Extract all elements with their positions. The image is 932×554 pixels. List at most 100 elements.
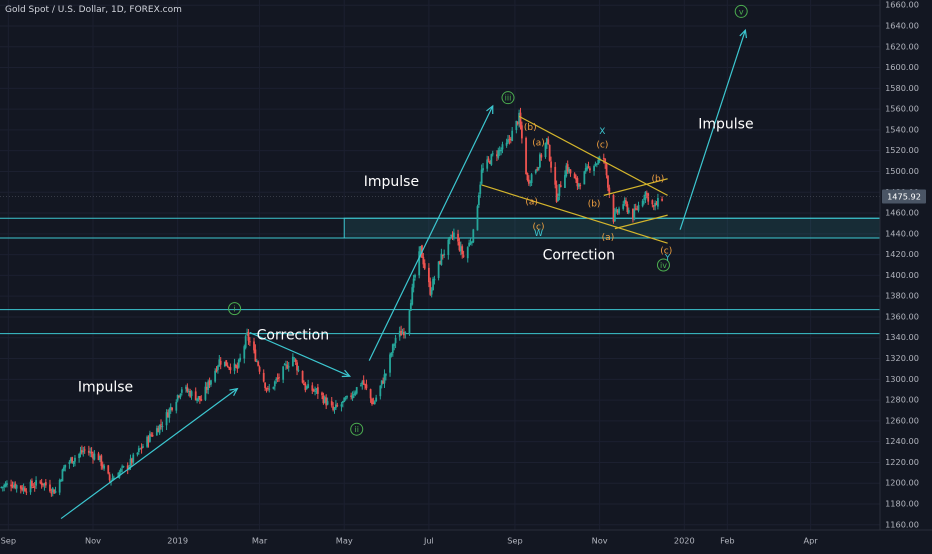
candle-body — [29, 481, 32, 493]
arrow-head — [486, 104, 494, 115]
wave-annotation-text: Correction — [543, 248, 615, 264]
candle-body — [217, 366, 219, 370]
candle-body — [62, 467, 65, 471]
candle-body — [576, 178, 579, 187]
candle-body — [458, 241, 461, 251]
candle-body — [333, 407, 336, 410]
candle-body — [32, 486, 35, 488]
arrow-head — [229, 387, 239, 397]
candle-body — [283, 364, 286, 366]
candle-body — [44, 482, 47, 486]
wave-annotation-text: Impulse — [364, 174, 419, 190]
candle-body — [344, 398, 347, 400]
candle-body — [476, 206, 479, 231]
candle-body — [196, 398, 198, 401]
time-tick-label: Nov — [592, 536, 608, 546]
symbol-title[interactable]: Gold Spot / U.S. Dollar, 1D, FOREX.com — [5, 5, 182, 15]
candle-body — [623, 199, 626, 203]
wave-annotation-text: Impulse — [78, 380, 133, 396]
price-tick-label: 1260.00 — [885, 415, 919, 425]
price-tick-label: 1440.00 — [885, 228, 919, 238]
candle-body — [168, 409, 171, 418]
candle-body — [404, 332, 407, 334]
candle-body — [602, 157, 605, 159]
candle-body — [304, 383, 307, 391]
price-tick-label: 1280.00 — [885, 395, 919, 405]
candle-body — [118, 471, 121, 478]
candle-body — [507, 139, 509, 143]
candle-body — [235, 364, 237, 367]
candle-body — [301, 370, 304, 383]
price-tick-label: 1540.00 — [885, 124, 919, 134]
wave-label-circle — [350, 422, 364, 436]
candle-body — [108, 474, 111, 481]
drawings — [0, 28, 880, 520]
candle-body — [287, 366, 290, 368]
candle-body — [58, 480, 61, 493]
candle-body — [411, 287, 414, 305]
candle-body — [336, 405, 339, 407]
candle-body — [6, 483, 8, 485]
candle-body — [636, 208, 638, 210]
candle-body — [375, 397, 378, 402]
candle-body — [401, 332, 404, 335]
candle-body — [87, 450, 90, 453]
candle-body — [278, 377, 280, 379]
time-axis[interactable]: Sep Nov 2019 Mar May Jul Sep Nov 2020 Feb Apr — [0, 529, 932, 550]
candle-body — [262, 372, 265, 382]
candle-body — [559, 185, 562, 188]
candle-body — [361, 381, 364, 385]
candle-body — [40, 482, 43, 485]
candle-body — [508, 139, 511, 141]
grid-lines — [0, 0, 880, 530]
candle-body — [178, 396, 180, 398]
candle-body — [167, 412, 169, 418]
candle-body — [303, 383, 305, 386]
candle-body — [89, 451, 92, 454]
candle-body — [72, 461, 75, 464]
price-tick-label: 1500.00 — [885, 166, 919, 176]
candle-body — [468, 242, 471, 247]
candle-body — [365, 384, 368, 389]
candle-body — [548, 145, 551, 161]
price-tick-label: 1600.00 — [885, 62, 919, 72]
candle-body — [42, 483, 44, 486]
candle-body — [189, 391, 192, 397]
candle-body — [297, 369, 300, 371]
price-axis[interactable]: 1160.00 1180.00 1200.00 1220.00 1240.00 1260.… — [879, 0, 932, 550]
candle-body — [432, 278, 434, 291]
candle-body — [457, 233, 459, 242]
wave-label: (a) — [532, 138, 545, 148]
candle-body — [332, 406, 335, 410]
candle-body — [140, 447, 143, 449]
candle-body — [477, 195, 480, 206]
candle-body — [24, 488, 26, 492]
candle-body — [157, 428, 160, 433]
candle-body — [296, 362, 298, 371]
candle-body — [583, 171, 586, 185]
price-tick-label: 1580.00 — [885, 83, 919, 93]
arrow-head — [341, 369, 352, 378]
candle-body — [126, 465, 129, 470]
candle-body — [101, 464, 104, 468]
candle-body — [605, 164, 608, 176]
candle-body — [429, 281, 432, 295]
candle-body — [627, 210, 630, 213]
candle-body — [276, 378, 279, 380]
candle-body — [372, 402, 375, 405]
candle-body — [99, 455, 101, 461]
candle-body — [323, 396, 326, 403]
candle-body — [150, 434, 153, 436]
annotations: Impulse Correction Impulse Correction Impuls… — [78, 4, 754, 436]
candle-body — [486, 159, 489, 169]
candle-body — [530, 174, 533, 184]
price-tick-label: 1660.00 — [885, 0, 919, 10]
candle-body — [595, 163, 598, 165]
candle-body — [325, 397, 328, 406]
candle-body — [466, 247, 469, 259]
candle-body — [316, 387, 319, 394]
candle-body — [520, 125, 523, 139]
candle-body — [587, 166, 590, 168]
